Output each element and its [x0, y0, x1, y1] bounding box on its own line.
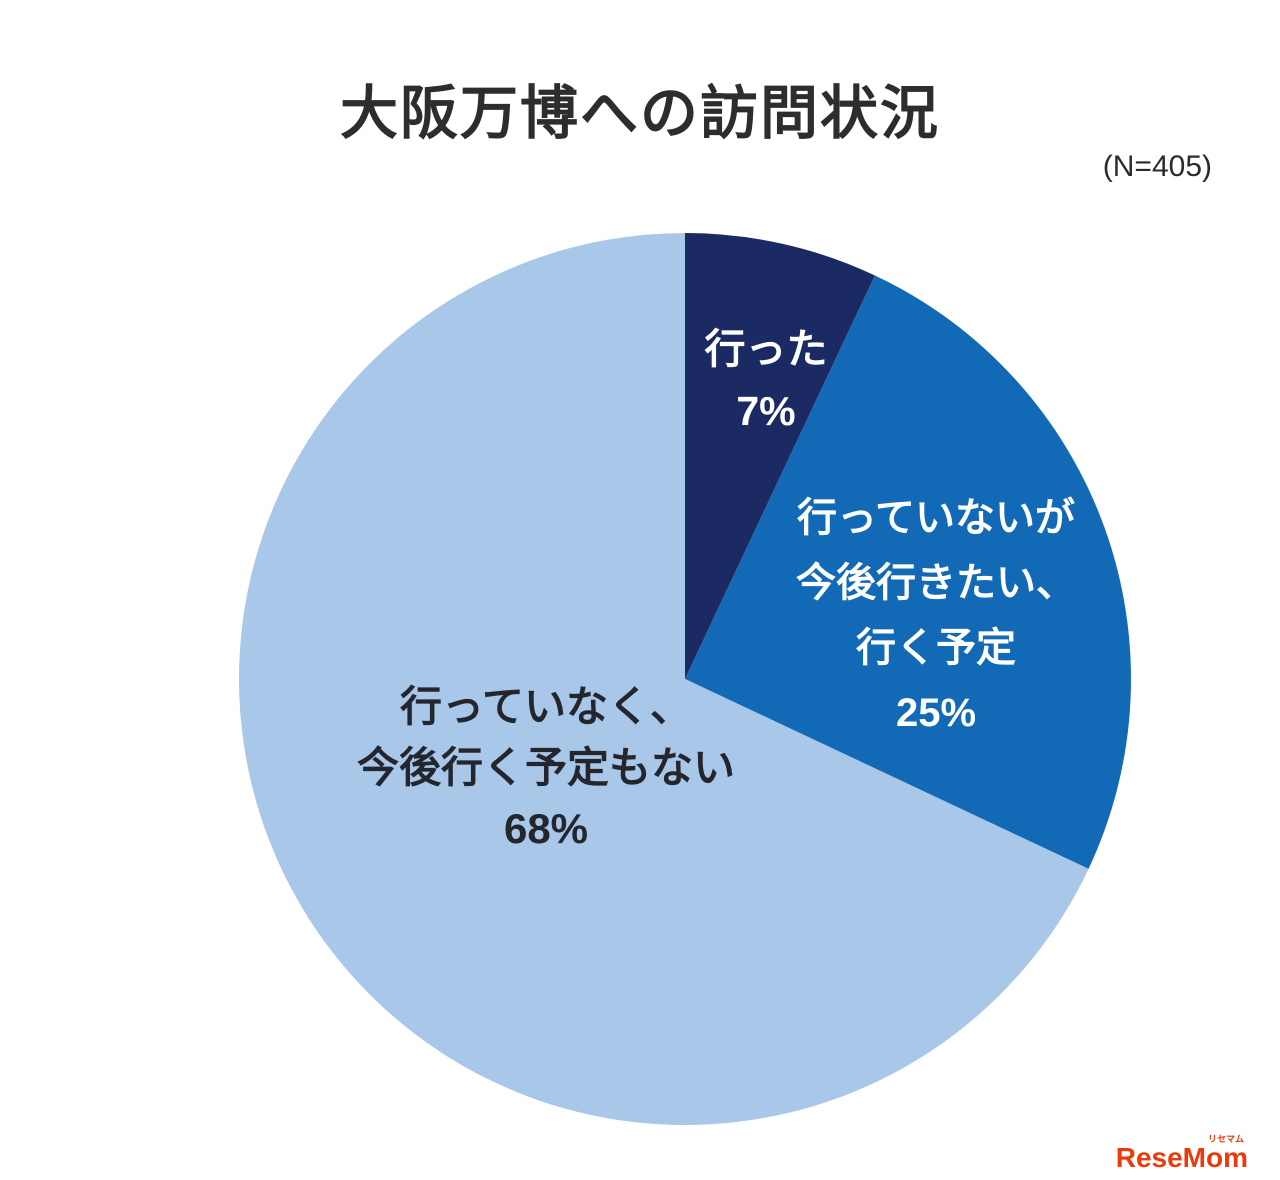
pie-slice-plan-to-visit	[685, 275, 1131, 869]
pie-slice-no-plan	[238, 233, 1089, 1126]
resemom-logo-brand: ReseMom	[1115, 1142, 1248, 1173]
sample-size-label: (N=405)	[1102, 150, 1212, 183]
pie-slice-visited	[685, 233, 875, 679]
resemom-logo-subtext: リセマム	[1207, 1134, 1244, 1144]
resemom-logo: リセマム ReseMom	[1116, 1135, 1248, 1172]
chart-title: 大阪万博への訪問状況	[339, 81, 940, 146]
